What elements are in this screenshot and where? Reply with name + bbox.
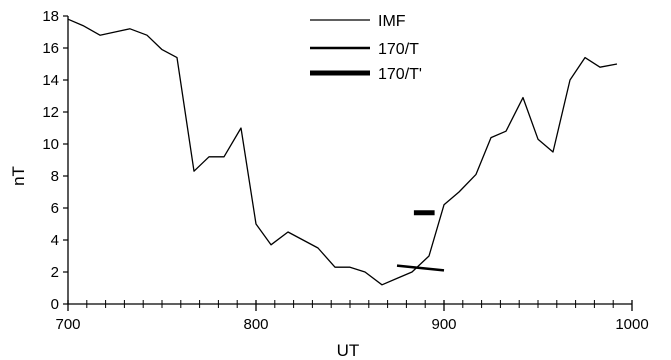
x-tick-label: 900 <box>431 316 456 333</box>
y-tick-label: 4 <box>51 232 59 249</box>
y-tick-label: 16 <box>42 40 59 57</box>
series-170-t-line <box>396 264 445 272</box>
y-tick-label: 0 <box>51 296 59 313</box>
y-tick-label: 6 <box>51 200 59 217</box>
y-tick-label: 18 <box>42 8 59 25</box>
legend-label-imf: IMF <box>378 13 406 30</box>
x-tick-label: 700 <box>55 316 80 333</box>
y-tick-label: 12 <box>42 104 59 121</box>
y-tick-label: 14 <box>42 72 59 89</box>
series-imf-line <box>67 18 618 286</box>
legend-label-170-t: 170/T <box>378 41 419 58</box>
x-tick-label: 800 <box>243 316 268 333</box>
y-axis-title: nT <box>9 166 28 186</box>
y-tick-label: 2 <box>51 264 59 281</box>
legend: IMF 170/T 170/T' <box>310 13 422 83</box>
y-tick-label: 8 <box>51 168 59 185</box>
x-axis-title: UT <box>337 341 360 360</box>
x-tick-label: 1000 <box>615 316 648 333</box>
legend-label-170-t-prime: 170/T' <box>378 66 422 83</box>
plot-marks: 0 2 4 6 8 10 12 14 16 18 700 800 900 1000 <box>42 8 648 333</box>
y-tick-label: 10 <box>42 136 59 153</box>
